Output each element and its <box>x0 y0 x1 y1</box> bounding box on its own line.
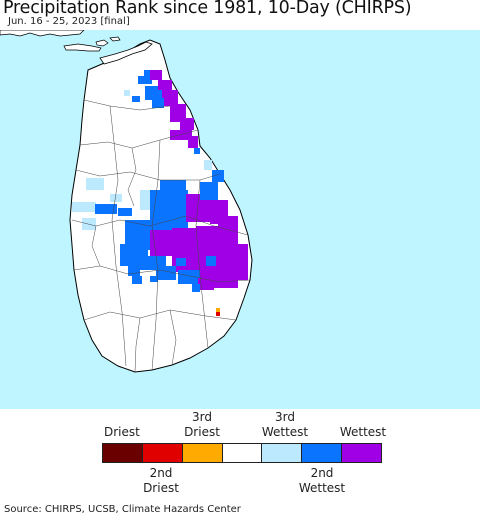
legend-label-second-wettest: 2nd Wettest <box>296 466 348 496</box>
legend-swatch-second-wettest <box>302 444 343 462</box>
map-subtitle: Jun. 16 - 25, 2023 [final] <box>8 16 130 27</box>
map-title: Precipitation Rank since 1981, 10-Day (C… <box>3 0 412 18</box>
legend-label-driest: Driest <box>104 425 140 439</box>
legend-label-second-wettest-text: 2nd Wettest <box>298 466 346 495</box>
legend-color-bar <box>102 443 382 463</box>
legend-swatch-normal <box>222 444 263 462</box>
district-boundaries <box>71 99 251 373</box>
wet-anomaly-northeast <box>124 70 200 154</box>
legend-swatch-driest <box>103 444 143 462</box>
map-panel <box>0 30 480 409</box>
source-credit: Source: CHIRPS, UCSB, Climate Hazards Ce… <box>4 504 241 515</box>
legend-label-third-driest-text: 3rd Driest <box>184 410 220 439</box>
legend-swatch-second-driest <box>142 444 183 462</box>
legend-label-third-driest: 3rd Driest <box>181 410 223 440</box>
legend-swatch-third-wettest <box>262 444 303 462</box>
legend-label-wettest: Wettest <box>339 425 387 439</box>
mannar-island <box>63 43 102 52</box>
legend-label-second-driest-text: 2nd Driest <box>143 466 179 495</box>
jaffna-islands <box>95 36 121 47</box>
precipitation-map <box>0 30 480 409</box>
legend-label-second-driest: 2nd Driest <box>140 466 182 496</box>
legend-label-third-wettest-text: 3rd Wettest <box>261 410 309 439</box>
legend-swatch-wettest <box>342 444 382 462</box>
legend-label-third-wettest: 3rd Wettest <box>260 410 310 440</box>
wet-anomaly-central-east <box>95 160 248 292</box>
jaffna-peninsula <box>99 41 153 65</box>
india-coast <box>0 30 85 37</box>
dry-anomaly-southeast <box>216 308 220 316</box>
legend-swatch-third-driest <box>182 444 223 462</box>
